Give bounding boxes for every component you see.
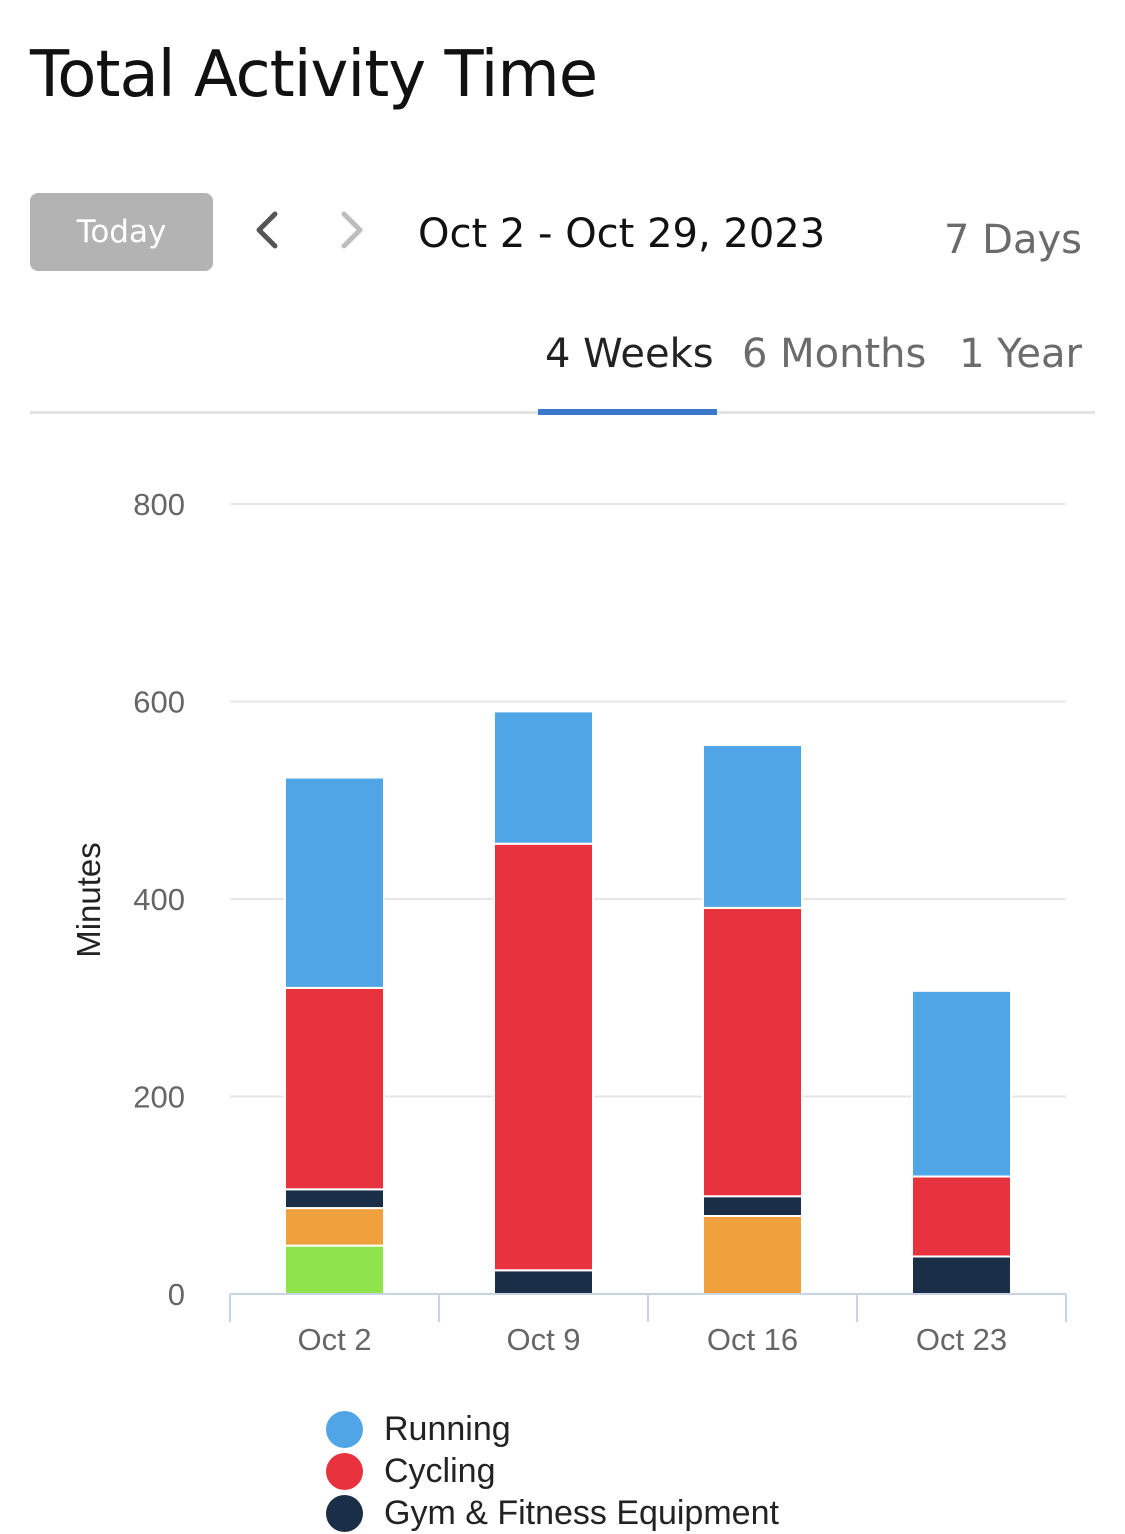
tab-7-days[interactable]: 7 Days — [944, 217, 1082, 263]
bar-segment[interactable] — [911, 1255, 1012, 1295]
bar-segment[interactable] — [284, 1188, 385, 1210]
x-tick-label: Oct 9 — [506, 1322, 580, 1357]
bar-segment[interactable] — [284, 1244, 385, 1295]
legend-item-cycling[interactable]: Cycling — [326, 1450, 1086, 1492]
date-range-label: Oct 2 - Oct 29, 2023 — [418, 211, 826, 257]
y-tick-label: 600 — [133, 685, 185, 720]
bar-segment[interactable] — [284, 1207, 385, 1247]
y-tick-label: 800 — [133, 487, 185, 522]
legend-color-dot — [326, 1494, 363, 1532]
chart-legend: Running Cycling Gym & Fitness Equipment — [326, 1408, 1086, 1534]
page-title: Total Activity Time — [30, 38, 598, 112]
next-period-button[interactable] — [330, 205, 374, 255]
legend-item-running[interactable]: Running — [326, 1408, 1086, 1450]
y-tick-label: 400 — [133, 882, 185, 917]
bar-segment[interactable] — [911, 989, 1012, 1178]
bar-segment[interactable] — [493, 842, 594, 1272]
bar-segment[interactable] — [911, 1175, 1012, 1258]
x-tick-label: Oct 23 — [916, 1322, 1007, 1357]
previous-period-button[interactable] — [245, 205, 289, 255]
x-tick-label: Oct 2 — [297, 1322, 371, 1357]
legend-label: Cycling — [384, 1451, 496, 1490]
x-tick-label: Oct 16 — [707, 1322, 798, 1357]
legend-color-dot — [326, 1410, 363, 1448]
tab-6-months[interactable]: 6 Months — [742, 331, 927, 377]
today-button[interactable]: Today — [30, 193, 213, 271]
tab-1-year[interactable]: 1 Year — [959, 331, 1082, 377]
bar-segment[interactable] — [493, 1269, 594, 1295]
y-tick-label: 200 — [133, 1080, 185, 1115]
tab-4-weeks[interactable]: 4 Weeks — [545, 331, 714, 377]
bar-segment[interactable] — [702, 906, 803, 1198]
bar-segment[interactable] — [702, 1214, 803, 1295]
legend-label: Running — [384, 1409, 511, 1448]
legend-item-gym[interactable]: Gym & Fitness Equipment — [326, 1492, 1086, 1534]
bar-segment[interactable] — [493, 710, 594, 845]
bar-segment[interactable] — [284, 776, 385, 989]
legend-label: Gym & Fitness Equipment — [384, 1493, 779, 1532]
y-tick-label: 0 — [168, 1277, 185, 1312]
active-tab-indicator — [538, 409, 717, 415]
y-axis-label: Minutes — [70, 842, 107, 958]
activity-bar-chart: 0 200 400 600 800 Oct 2 Oct 9 Oct 16 Oct 23 Minut… — [70, 487, 1067, 1357]
bar-segment[interactable] — [702, 1195, 803, 1217]
bar-segment[interactable] — [284, 986, 385, 1191]
chevron-right-icon — [341, 211, 363, 249]
bar-segment[interactable] — [702, 743, 803, 909]
legend-color-dot — [326, 1452, 363, 1490]
chevron-left-icon — [256, 211, 278, 249]
